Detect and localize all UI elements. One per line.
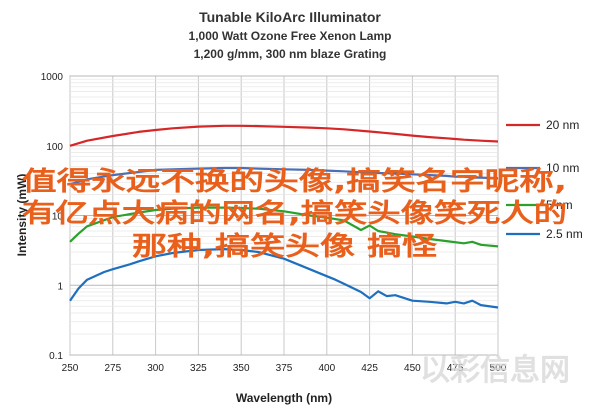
x-tick-label: 400 [318, 363, 335, 374]
x-tick-label: 450 [404, 363, 421, 374]
gridlines [69, 75, 499, 356]
chart-subtitle-1: 1,000 Watt Ozone Free Xenon Lamp [189, 29, 392, 43]
x-axis-label: Wavelength (nm) [236, 391, 332, 405]
series-line-5-nm [69, 206, 499, 248]
y-tick-label: 1 [57, 281, 63, 292]
y-tick-label: 100 [46, 142, 63, 153]
y-tick-label: 10 [52, 212, 64, 223]
x-tick-label: 425 [361, 363, 378, 374]
overlay-text-line-1: 值得永远不换的头像,搞笑名字昵称, [22, 166, 567, 197]
watermark-text: 以彩信息网 [420, 353, 570, 388]
y-tick-label: 0.1 [49, 351, 63, 362]
legend-label: 10 nm [546, 161, 579, 175]
y-axis-label: Intensity (mW) [15, 174, 29, 257]
x-tick-label: 375 [276, 363, 293, 374]
legend-label: 20 nm [546, 118, 579, 132]
x-tick-label: 500 [490, 363, 507, 374]
x-tick-label: 300 [147, 363, 164, 374]
x-tick-label: 250 [62, 363, 79, 374]
chart-subtitle-2: 1,200 g/mm, 300 nm blaze Grating [194, 47, 387, 61]
tick-labels: 250 275 300 325 350 375 400 425 450 475 500 0.1 1 10 1… [41, 72, 507, 374]
x-tick-label: 275 [104, 363, 121, 374]
chart-title: Tunable KiloArc Illuminator [199, 9, 381, 25]
legend-label: 5 nm [546, 198, 573, 212]
x-tick-label: 475 [447, 363, 464, 374]
series-line-10-nm [69, 166, 499, 186]
series-line-2-5-nm [69, 248, 499, 309]
y-tick-label: 1000 [41, 72, 64, 83]
overlay-text-line-2: 有亿点大病的网名,搞笑头像笑死人的 [22, 198, 567, 229]
legend-label: 2.5 nm [546, 227, 583, 241]
overlay-text-line-3: 那种,搞笑头像 搞怪 [132, 231, 438, 262]
series-lines [69, 124, 499, 309]
x-tick-label: 325 [190, 363, 207, 374]
legend: 20 nm 10 nm 5 nm 2.5 nm [506, 118, 583, 241]
series-line-20-nm [69, 124, 499, 147]
x-tick-label: 350 [233, 363, 250, 374]
